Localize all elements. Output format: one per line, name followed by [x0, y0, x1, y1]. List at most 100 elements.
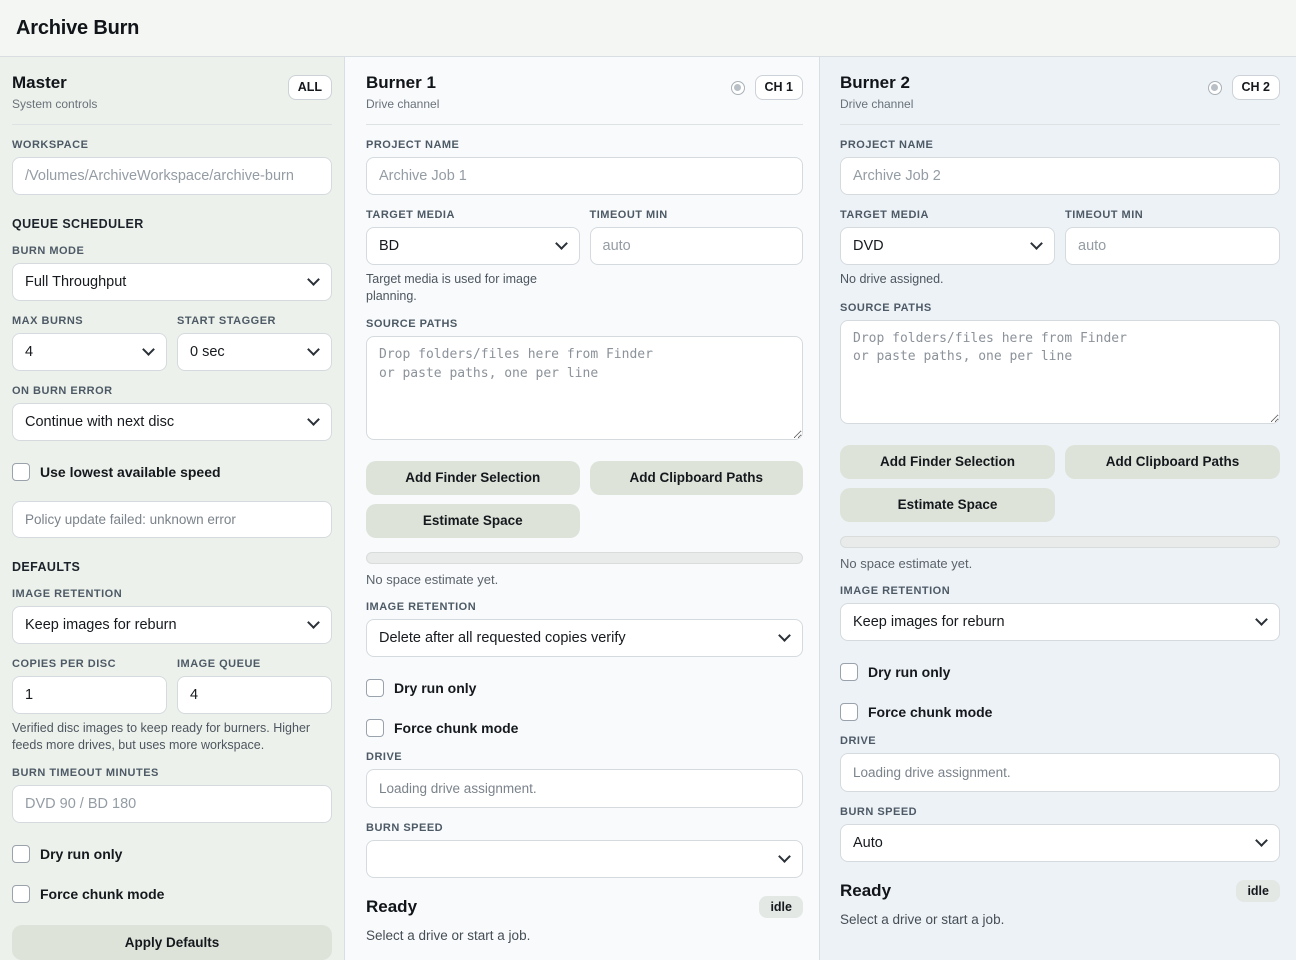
burner2-channel-badge: CH 2: [1231, 75, 1280, 100]
burner2-drive-status-box: Loading drive assignment.: [840, 752, 1280, 792]
chevron-down-icon: [307, 273, 320, 287]
burner2-source-paths-textarea[interactable]: [840, 319, 1280, 424]
burner2-header: Burner 2 Drive channel CH 2: [840, 73, 1280, 111]
chevron-down-icon: [554, 237, 568, 251]
burner1-source-paths-textarea[interactable]: [366, 335, 803, 440]
copies-per-disc-input[interactable]: [12, 676, 167, 715]
burner1-burn-speed-select[interactable]: [366, 839, 803, 878]
burner2-burn-speed-select[interactable]: Auto: [840, 823, 1280, 862]
on-burn-error-label: ON BURN ERROR: [12, 385, 113, 398]
burn-timeout-input[interactable]: [12, 784, 332, 823]
burner1-force-chunk-checkbox[interactable]: [366, 718, 384, 737]
burner2-estimate-space-button[interactable]: Estimate Space: [840, 487, 1055, 522]
burner1-add-finder-button[interactable]: Add Finder Selection: [366, 460, 580, 495]
burner2-force-chunk-checkbox[interactable]: [840, 702, 858, 721]
default-image-retention-label: IMAGE RETENTION: [12, 588, 123, 601]
chevron-down-icon: [1030, 237, 1043, 251]
burner1-title: Burner 1: [366, 73, 436, 92]
chevron-down-icon: [307, 343, 320, 357]
queue-scheduler-heading: QUEUE SCHEDULER: [12, 217, 144, 232]
burner1-image-retention-select[interactable]: Delete after all requested copies verify: [366, 618, 803, 657]
workspace-input[interactable]: [12, 157, 332, 196]
burner2-state-title: Ready: [840, 880, 892, 900]
burner1-channel-badge: CH 1: [754, 75, 803, 100]
policy-status-box: Policy update failed: unknown error: [12, 501, 332, 539]
master-subtitle: System controls: [12, 97, 98, 112]
workspace-label: WORKSPACE: [12, 139, 89, 152]
use-lowest-speed-checkbox[interactable]: [12, 463, 30, 482]
copies-per-disc-label: COPIES PER DISC: [12, 658, 117, 671]
start-stagger-select[interactable]: 0 sec: [177, 333, 332, 372]
page-title: Archive Burn: [16, 16, 140, 39]
use-lowest-speed-label: Use lowest available speed: [40, 464, 221, 481]
burner2-add-finder-button[interactable]: Add Finder Selection: [840, 444, 1055, 479]
burner1-target-media-label: TARGET MEDIA: [366, 209, 455, 222]
apply-defaults-button[interactable]: Apply Defaults: [12, 924, 332, 960]
max-burns-value: 4: [25, 344, 34, 361]
burner2-state-message: Select a drive or start a job.: [840, 911, 1005, 927]
burn-timeout-label: BURN TIMEOUT MINUTES: [12, 766, 159, 779]
burner2-timeout-label: TIMEOUT MIN: [1065, 209, 1144, 222]
default-image-retention-select[interactable]: Keep images for reburn: [12, 606, 332, 645]
burner1-force-chunk-label: Force chunk mode: [394, 719, 519, 736]
burner2-status-led-icon: [1207, 80, 1222, 95]
burner2-panel: Burner 2 Drive channel CH 2 PROJECT NAME…: [820, 57, 1296, 960]
burner1-image-retention-value: Delete after all requested copies verify: [379, 629, 626, 646]
burner1-timeout-label: TIMEOUT MIN: [589, 209, 668, 222]
burner2-project-name-input[interactable]: [840, 157, 1280, 196]
main-columns: Master System controls ALL WORKSPACE QUE…: [0, 57, 1296, 960]
burner1-state-message: Select a drive or start a job.: [366, 927, 531, 943]
image-queue-help: Verified disc images to keep ready for b…: [12, 721, 311, 752]
burner2-title: Burner 2: [840, 73, 910, 92]
burner1-drive-label: DRIVE: [366, 750, 403, 763]
burner1-drive-status-box: Loading drive assignment.: [366, 768, 803, 808]
burner2-divider: [840, 124, 1280, 126]
start-stagger-value: 0 sec: [190, 344, 225, 361]
burner2-add-clipboard-button[interactable]: Add Clipboard Paths: [1065, 444, 1280, 479]
app-header: Archive Burn: [0, 0, 1296, 57]
image-queue-input[interactable]: [177, 676, 332, 715]
burner2-dry-run-checkbox[interactable]: [840, 662, 858, 681]
burner2-target-media-select[interactable]: DVD: [840, 227, 1055, 266]
burner1-timeout-input[interactable]: [589, 227, 803, 266]
burner1-subtitle: Drive channel: [366, 97, 440, 112]
chevron-down-icon: [307, 616, 320, 630]
defaults-heading: DEFAULTS: [12, 560, 81, 575]
all-badge[interactable]: ALL: [287, 75, 332, 100]
burner1-status-led-icon: [730, 80, 745, 95]
burner1-panel: Burner 1 Drive channel CH 1 PROJECT NAME…: [345, 57, 820, 960]
burner1-image-retention-label: IMAGE RETENTION: [366, 600, 477, 613]
on-burn-error-select[interactable]: Continue with next disc: [12, 403, 332, 442]
burner1-add-clipboard-button[interactable]: Add Clipboard Paths: [589, 460, 803, 495]
burner1-target-media-value: BD: [379, 238, 400, 255]
burner2-state-badge: idle: [1236, 879, 1280, 902]
burner2-image-retention-select[interactable]: Keep images for reburn: [840, 602, 1280, 641]
master-header: Master System controls ALL: [12, 73, 332, 111]
burner2-space-progressbar: [840, 535, 1280, 548]
burner2-timeout-input[interactable]: [1065, 227, 1280, 266]
burner2-space-status: No space estimate yet.: [840, 555, 973, 571]
burner1-target-media-select[interactable]: BD: [366, 227, 580, 266]
master-force-chunk-label: Force chunk mode: [40, 885, 165, 902]
default-image-retention-value: Keep images for reburn: [25, 617, 177, 634]
burner1-burn-speed-label: BURN SPEED: [366, 821, 444, 834]
burner1-divider: [366, 124, 803, 126]
burner1-header: Burner 1 Drive channel CH 1: [366, 73, 803, 111]
max-burns-select[interactable]: 4: [12, 333, 167, 372]
burner1-space-progressbar: [366, 551, 803, 564]
master-dry-run-checkbox[interactable]: [12, 844, 30, 863]
burner1-dry-run-checkbox[interactable]: [366, 678, 384, 697]
burner2-burn-speed-value: Auto: [853, 834, 883, 851]
burner1-dry-run-label: Dry run only: [394, 679, 477, 696]
master-force-chunk-checkbox[interactable]: [12, 884, 30, 903]
chevron-down-icon: [142, 343, 155, 357]
burn-mode-select[interactable]: Full Throughput: [12, 263, 332, 302]
burner2-force-chunk-label: Force chunk mode: [868, 703, 993, 720]
burner1-project-name-input[interactable]: [366, 157, 803, 196]
burner2-target-media-value: DVD: [853, 238, 884, 255]
burner1-estimate-space-button[interactable]: Estimate Space: [366, 503, 580, 538]
master-title: Master: [12, 73, 67, 92]
burner1-state-badge: idle: [759, 895, 803, 918]
master-dry-run-label: Dry run only: [40, 845, 123, 862]
